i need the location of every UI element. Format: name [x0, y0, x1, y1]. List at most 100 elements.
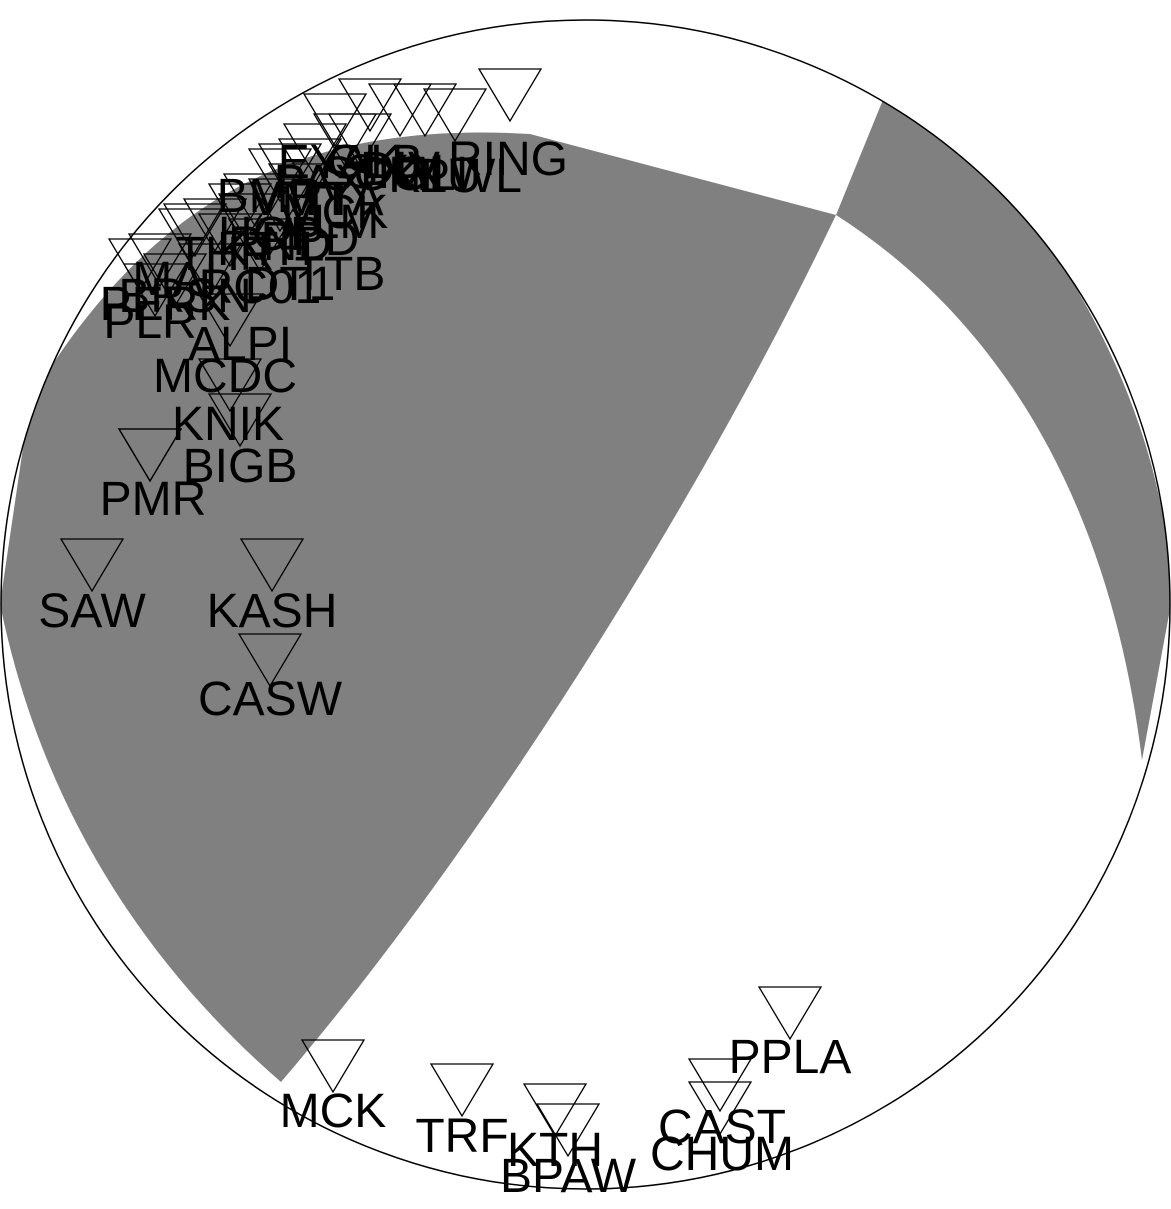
station-dt1: DT1 [227, 218, 336, 311]
inverted-triangle-icon [197, 293, 263, 348]
inverted-triangle-icon [239, 538, 305, 593]
inverted-triangle-icon [197, 213, 263, 268]
inverted-triangle-icon [429, 1063, 495, 1118]
station-label: MCDC [153, 350, 297, 403]
station-label: PLR [103, 296, 196, 349]
station-label: MCK [282, 186, 389, 239]
station-skn: SKN [327, 113, 445, 199]
inverted-triangle-icon [327, 113, 393, 168]
station-label: RND [228, 218, 332, 271]
station-label: KASH [207, 585, 338, 638]
inverted-triangle-icon [207, 393, 273, 448]
inverted-triangle-icon [207, 183, 273, 238]
station-label: CAST [658, 1101, 786, 1154]
station-label: CASW [198, 673, 343, 726]
inverted-triangle-icon [522, 1083, 588, 1138]
station-ppd: PPD [182, 198, 360, 266]
station-vlm: VLM [267, 163, 380, 249]
station-ppla: PPLA [729, 986, 851, 1084]
station-rnd: RND [217, 193, 332, 271]
inverted-triangle-icon [197, 358, 263, 413]
inverted-triangle-icon [422, 88, 488, 143]
inverted-triangle-icon [59, 538, 125, 593]
station-label: PWL [418, 150, 522, 203]
station-label: TRF [415, 1110, 508, 1163]
inverted-triangle-icon [687, 1058, 753, 1113]
station-brsn: BRSN [107, 238, 252, 323]
station-label: DIV [360, 143, 440, 196]
inverted-triangle-icon [277, 138, 343, 193]
inverted-triangle-icon [222, 173, 288, 228]
inverted-triangle-icon [122, 263, 188, 318]
inverted-triangle-icon [127, 233, 193, 288]
station-label: RING [448, 133, 568, 186]
station-perk: PERK [100, 253, 231, 331]
station-label: KNIK [172, 398, 284, 451]
station-tta: TTA [222, 173, 384, 228]
station-casw: CASW [198, 633, 343, 726]
station-label: GLI [391, 148, 468, 201]
inverted-triangle-icon [282, 123, 348, 178]
station-alpi: ALPI [188, 293, 292, 371]
station-div: DIV [360, 83, 458, 196]
station-chum: CHUM [650, 1081, 794, 1181]
station-label: BPAW [500, 1150, 637, 1203]
inverted-triangle-icon [217, 193, 283, 248]
focal-sphere-outline [0, 19, 1171, 1190]
inverted-triangle-icon [257, 143, 323, 198]
station-label: KTH [507, 1124, 603, 1177]
compressional-quadrant-west [0, 132, 836, 1082]
station-rc01: RC01 [177, 243, 322, 314]
inverted-triangle-icon [535, 1103, 601, 1158]
station-ring: RING [448, 68, 568, 186]
station-klu: KLU [388, 88, 488, 203]
station-pmr: PMR [100, 428, 207, 526]
compressional-quadrant-east [836, 85, 1171, 760]
station-pwl: PWL [257, 143, 522, 203]
station-plr: PLR [103, 263, 197, 349]
inverted-triangle-icon [237, 633, 303, 688]
station-label: KTH [217, 223, 313, 276]
inverted-triangle-icon [182, 198, 248, 253]
station-label: PMR [100, 473, 207, 526]
station-label: CHUM [650, 1128, 794, 1181]
station-label: PERK [100, 278, 231, 331]
station-label: TTB [295, 248, 386, 301]
station-cast: CAST [658, 1058, 786, 1154]
station-gli: GLI [282, 123, 469, 201]
inverted-triangle-icon [227, 218, 293, 273]
inverted-triangle-icon [267, 163, 333, 218]
inverted-triangle-icon [247, 148, 313, 203]
station-label: KLU [388, 150, 481, 203]
inverted-triangle-icon [162, 203, 228, 258]
station-kth: KTH [507, 1083, 603, 1177]
station-knik: KNIK [172, 393, 284, 451]
inverted-triangle-icon [477, 68, 543, 123]
station-saw: SAW [38, 538, 146, 638]
station-bpaw: BPAW [500, 1103, 637, 1203]
inverted-triangle-icon [117, 428, 183, 483]
station-label: EYAK [278, 136, 403, 189]
station-label: RC01 [199, 261, 322, 314]
inverted-triangle-icon [302, 93, 368, 148]
station-mck: MCK [280, 1039, 386, 1138]
station-ttb: TTB [157, 208, 386, 301]
station-kash: KASH [207, 538, 338, 638]
inverted-triangle-icon [392, 83, 458, 138]
inverted-triangle-icon [300, 1039, 366, 1094]
station-trf: TRF [415, 1063, 509, 1163]
inverted-triangle-icon [757, 986, 823, 1041]
station-label: TTA [296, 173, 383, 226]
station-label: PPD [261, 213, 360, 266]
inverted-triangle-icon [247, 178, 313, 233]
inverted-triangle-icon [337, 78, 403, 133]
station-label: SKN [346, 146, 445, 199]
station-label: DT1 [245, 258, 336, 311]
inverted-triangle-icon [687, 1081, 753, 1136]
station-kth: KTH [197, 213, 313, 276]
station-mck: MCK [207, 183, 389, 239]
station-label: VLM [281, 196, 380, 249]
station-label: BIGB [183, 440, 298, 493]
